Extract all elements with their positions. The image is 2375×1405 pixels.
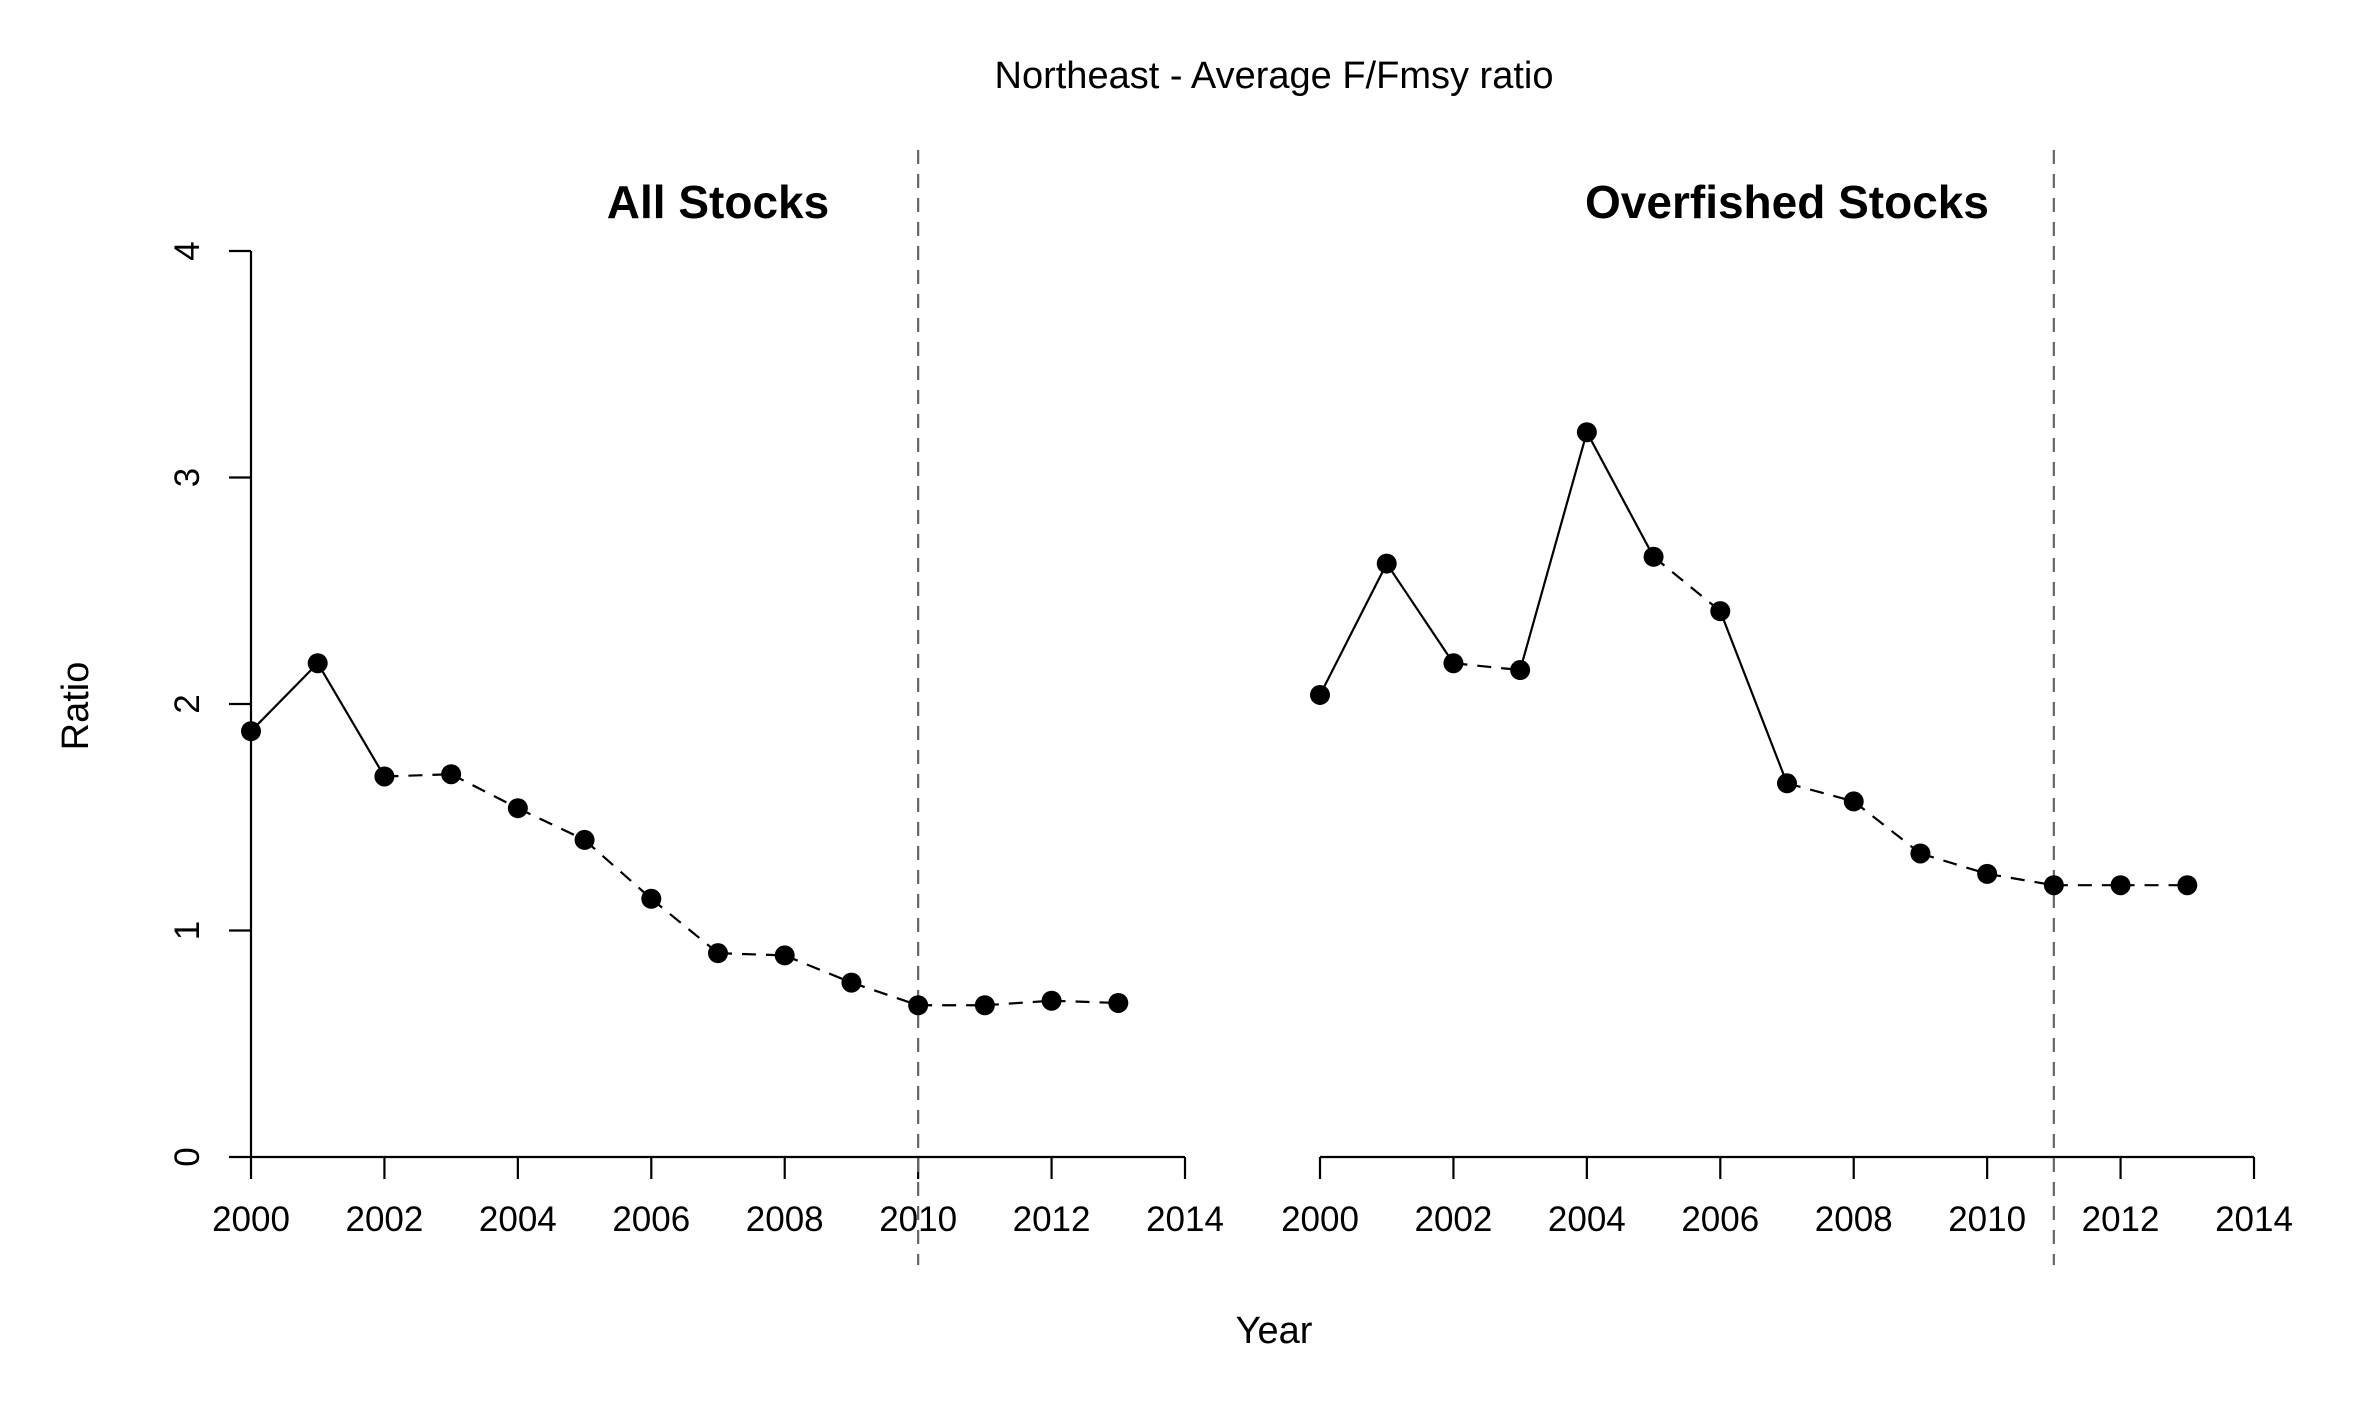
series-segment (717, 952, 785, 957)
x-tick-label: 2006 (612, 1200, 690, 1239)
data-point (908, 995, 929, 1016)
x-tick-label: 2014 (1146, 1200, 1224, 1239)
series-segment (1719, 610, 1789, 784)
x-tick-label: 2014 (2215, 1200, 2293, 1239)
series-segment (450, 773, 519, 810)
data-point (1576, 422, 1597, 443)
data-point (774, 945, 795, 966)
x-tick-label: 2012 (1013, 1200, 1091, 1239)
series-segment (1786, 782, 1855, 803)
series-segment (1585, 431, 1655, 558)
series-segment (1986, 872, 2055, 887)
series-segment (1453, 662, 1521, 672)
data-point (1443, 653, 1464, 674)
data-point (1777, 773, 1797, 794)
data-point (441, 764, 462, 785)
series-segment (316, 662, 386, 778)
data-point (1310, 684, 1330, 705)
y-tick-label: 1 (168, 921, 207, 940)
x-tick-label: 2004 (1548, 1200, 1626, 1239)
data-point (2043, 875, 2064, 896)
data-point (2177, 875, 2198, 896)
x-axis-title: Year (1236, 1310, 1313, 1352)
y-axis-title: Ratio (55, 662, 97, 751)
x-tick-label: 2002 (345, 1200, 423, 1239)
data-point (1977, 863, 1998, 884)
data-point (974, 995, 995, 1016)
series-segment (851, 981, 919, 1007)
series-segment (1920, 852, 1988, 875)
data-point (708, 943, 728, 964)
x-tick-label: 2002 (1414, 1200, 1492, 1239)
x-tick-label: 2004 (479, 1200, 557, 1239)
series-segment (517, 807, 586, 841)
y-tick-label: 0 (168, 1147, 207, 1166)
data-point (374, 766, 395, 787)
data-point (641, 888, 662, 909)
data-point (507, 798, 528, 819)
data-point (1376, 553, 1397, 574)
x-tick-label: 2000 (1281, 1200, 1359, 1239)
series-segment (250, 662, 319, 732)
y-tick-label: 3 (168, 468, 207, 487)
data-point (841, 972, 862, 993)
data-point (1108, 992, 1129, 1013)
series-segment (1385, 562, 1455, 664)
data-point (1910, 843, 1931, 864)
x-tick-label: 2010 (1948, 1200, 2026, 1239)
series-segment (1652, 555, 1721, 612)
y-tick-label: 4 (168, 241, 207, 260)
main-title: Northeast - Average F/Fmsy ratio (995, 55, 1554, 97)
data-point (1510, 660, 1531, 681)
x-tick-label: 2000 (212, 1200, 290, 1239)
series-segment (1051, 999, 1119, 1005)
series-segment (650, 897, 719, 955)
series-segment (984, 999, 1052, 1007)
data-point (1643, 546, 1664, 567)
series-segment (384, 773, 452, 778)
x-tick-label: 2008 (746, 1200, 824, 1239)
data-point (1843, 791, 1864, 812)
series-segment (784, 954, 852, 984)
data-point (307, 653, 328, 674)
x-tick-label: 2008 (1815, 1200, 1893, 1239)
data-point (574, 829, 595, 850)
series-segment (583, 839, 653, 900)
panel-overfished-stocks: Overfished Stocks 2000 2002 2004 2006 2008 201… (1281, 150, 2293, 1265)
data-point (1041, 990, 1062, 1011)
panel-title: All Stocks (607, 176, 829, 228)
x-tick-label: 2012 (2082, 1200, 2160, 1239)
data-point (2110, 875, 2131, 896)
series-segment (1853, 800, 1922, 855)
x-tick-label: 2006 (1681, 1200, 1759, 1239)
series-segment (1519, 431, 1588, 671)
data-point (1710, 601, 1731, 622)
data-point (241, 721, 261, 742)
y-tick-label: 2 (168, 694, 207, 713)
panel-title: Overfished Stocks (1585, 176, 1989, 228)
series-segment (1319, 563, 1388, 696)
